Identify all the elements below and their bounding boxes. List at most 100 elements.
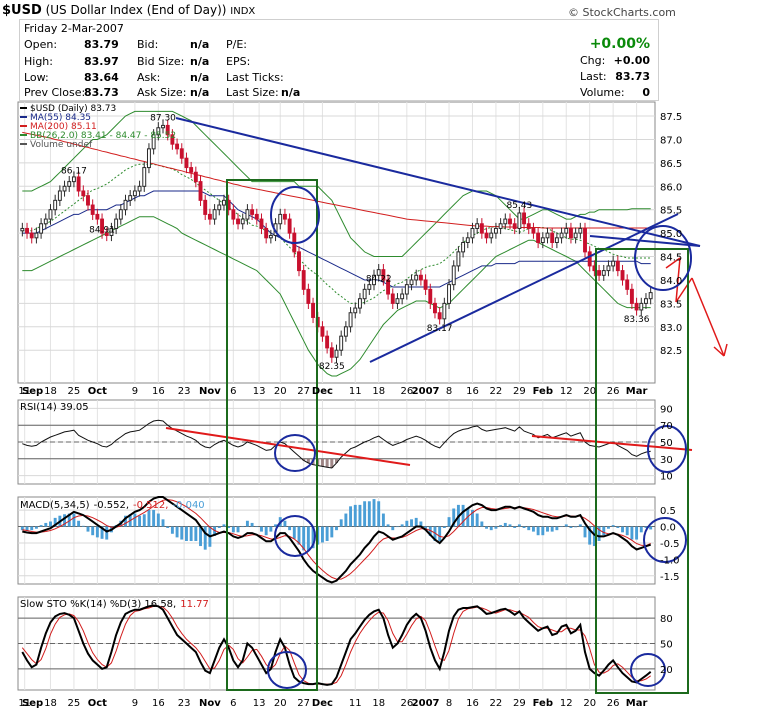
price-bar (634, 297, 639, 316)
bar-body (526, 223, 531, 229)
macd-histogram-bar (419, 521, 423, 527)
macd-histogram-bar (475, 513, 479, 527)
price-bar (222, 194, 226, 211)
macd-histogram-bar (320, 526, 324, 543)
price-bar (207, 208, 212, 225)
macd-histogram-bar (306, 526, 310, 551)
bar-body (578, 227, 583, 234)
macd-histogram-bar (175, 526, 179, 538)
macd-line (22, 496, 652, 584)
bar-body (184, 157, 189, 169)
macd-histogram-bar (185, 526, 188, 541)
price-bar (442, 297, 447, 325)
bar-body (71, 176, 76, 183)
bar-body (414, 274, 419, 281)
price-bar (142, 161, 147, 192)
bar-body (639, 302, 644, 311)
price-bar (161, 119, 165, 134)
x-tick-label: Sep (22, 386, 43, 397)
last-value: 83.73 (615, 70, 650, 83)
bar-body (114, 218, 119, 229)
x-tick-label: 6 (230, 698, 236, 709)
price-bar (189, 161, 194, 178)
bar-body (325, 335, 330, 349)
macd-histogram-bar (142, 514, 146, 527)
price-bar (128, 190, 133, 206)
price-bar (34, 227, 39, 244)
macd-panel (17, 496, 656, 585)
macd-histogram-bar (124, 515, 127, 527)
bar-body (465, 237, 470, 243)
bar-body (597, 270, 602, 276)
price-bar (498, 218, 503, 235)
price-bar (550, 227, 555, 249)
price-legend-entry: MA(55) 84.35 (30, 113, 91, 123)
x-tick-label: 8 (446, 698, 452, 709)
macd-histogram-bar (410, 519, 413, 527)
bar-body (470, 227, 475, 239)
price-data-label: 85.43 (506, 201, 532, 211)
price-tick-label: 86.0 (660, 182, 682, 193)
bar-body (53, 199, 58, 211)
price-bar (156, 122, 161, 141)
ask-value: n/a (190, 71, 210, 84)
bar-body (545, 232, 550, 239)
price-tick-label: 86.5 (660, 159, 682, 170)
bar-body (423, 279, 428, 290)
macd-histogram-bar (297, 526, 301, 545)
x-tick-label: 16 (152, 698, 165, 709)
bar-body (583, 227, 587, 253)
price-bar (390, 288, 395, 310)
price-tick-label: 85.5 (660, 206, 682, 217)
volume-label: Volume: (580, 86, 625, 99)
price-bar (20, 222, 25, 237)
macd-histogram-bar (269, 526, 273, 532)
price-bar (428, 283, 433, 310)
last-size-label: Last Size: (226, 86, 279, 99)
projection-arrow-head (713, 346, 725, 357)
price-bar (25, 222, 29, 239)
macd-histogram-bar (592, 526, 596, 547)
price-bar (231, 204, 236, 225)
bar-body (282, 213, 287, 220)
bar-body (536, 232, 541, 243)
macd-histogram-bar (569, 526, 573, 528)
price-bar (123, 194, 128, 216)
macd-histogram-bar (274, 524, 277, 527)
macd-histogram-bar (621, 526, 624, 533)
bar-body (395, 298, 400, 304)
x-tick-label: Oct (88, 386, 107, 397)
macd-histogram-bar (100, 526, 104, 539)
x-tick-label: 26 (607, 386, 620, 397)
sto-legend-entry: Slow STO %K(14) %D(3) 16.58, (20, 599, 176, 610)
quote-panel: Friday 2-Mar-2007 Open: 83.79 High: 83.9… (19, 19, 659, 101)
bar-body (329, 347, 334, 358)
macd-histogram-bar (236, 526, 240, 533)
bar-body (554, 237, 559, 243)
open-label: Open: (24, 38, 58, 51)
bar-body (484, 232, 489, 239)
price-data-label: 84.22 (366, 275, 392, 285)
rsi-oversold-fill (325, 458, 329, 468)
price-bar (508, 213, 512, 230)
price-bar (615, 255, 620, 277)
macd-histogram-bar (527, 526, 531, 531)
chg-label: Chg: (580, 54, 606, 67)
price-bar (297, 246, 301, 277)
price-bar (639, 297, 644, 316)
macd-histogram-bar (466, 508, 470, 527)
rsi-oversold-fill (335, 458, 338, 463)
macd-histogram-bar (227, 526, 231, 528)
x-tick-label: 12 (560, 386, 573, 397)
bar-body (362, 288, 367, 300)
bar-body (231, 209, 236, 220)
price-tick-label: 83.5 (660, 299, 682, 310)
x-tick-label: 22 (490, 698, 503, 709)
bar-body (301, 270, 306, 290)
x-tick-label: 20 (274, 386, 287, 397)
bar-body (95, 213, 100, 220)
bollinger-upper-line (22, 110, 651, 257)
bar-body (179, 148, 184, 159)
price-bar (568, 222, 573, 244)
bar-body (381, 269, 386, 281)
